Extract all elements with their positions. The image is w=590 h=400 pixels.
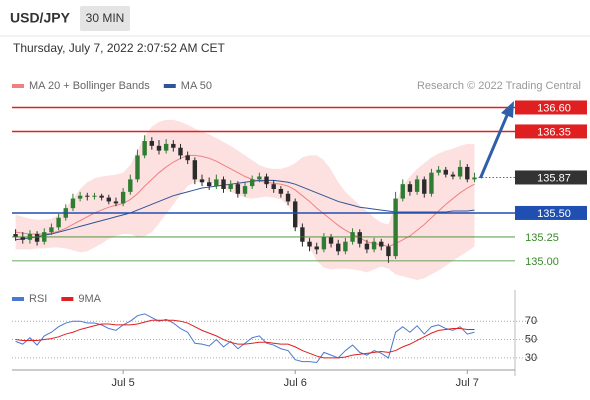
level-label: 135.87 — [537, 172, 571, 184]
candle-body — [257, 176, 262, 180]
legend-swatch — [61, 297, 74, 301]
y-tick-label: 30 — [525, 352, 537, 364]
candle-body — [336, 243, 341, 252]
candle-body — [171, 143, 176, 148]
candle-body — [314, 246, 319, 250]
candle-body — [92, 195, 97, 197]
candle-body — [85, 195, 90, 197]
candle-body — [264, 176, 269, 185]
level-label: 136.60 — [537, 102, 571, 114]
source: Research © 2022 Trading Central — [417, 80, 581, 92]
level-box — [515, 205, 587, 220]
legend-label: MA 20 + Bollinger Bands — [29, 80, 150, 92]
x-tick-label: Jul 7 — [456, 377, 479, 389]
candle-body — [364, 243, 370, 250]
candle-body — [135, 155, 140, 180]
legend-label: MA 50 — [181, 80, 212, 92]
candle-body — [450, 174, 456, 177]
candle-body — [271, 184, 276, 189]
level-label: 136.35 — [537, 126, 571, 138]
candle-body — [106, 197, 111, 202]
candle-body — [228, 184, 233, 189]
candle-body — [393, 198, 398, 257]
candle-body — [113, 201, 119, 204]
indicator-line — [15, 313, 475, 364]
candle-body — [192, 160, 198, 180]
candle-body — [278, 188, 284, 194]
arrow-head — [501, 101, 514, 118]
candle-body — [379, 241, 384, 247]
timeframe[interactable]: 30 MIN — [86, 11, 125, 25]
candle-body — [472, 177, 477, 180]
candle-body — [457, 166, 463, 177]
x-tick-label: Jul 5 — [112, 377, 135, 389]
candle-body — [429, 172, 434, 194]
candle-body — [49, 227, 54, 233]
candle-body — [285, 193, 291, 202]
candle-body — [20, 236, 25, 240]
x-tick-label: Jul 6 — [284, 377, 307, 389]
legend-label: RSI — [29, 293, 47, 305]
y-tick-label: 50 — [525, 333, 537, 345]
candle-body — [465, 166, 470, 180]
candle-body — [128, 179, 133, 192]
candle-body — [235, 184, 241, 194]
candle-body — [249, 179, 255, 187]
candle-body — [321, 236, 327, 250]
level-box — [515, 124, 587, 139]
candle-body — [357, 232, 362, 244]
candle-body — [343, 241, 348, 252]
candle-body — [371, 241, 377, 250]
timeframe-box[interactable] — [80, 6, 130, 31]
candle-body — [185, 155, 190, 161]
y-tick-label: 70 — [525, 315, 537, 327]
candle-body — [214, 179, 219, 187]
candle-body — [400, 184, 405, 199]
candle-body — [443, 169, 448, 175]
candle-body — [293, 201, 298, 228]
candle-body — [414, 179, 420, 192]
candle-body — [242, 186, 248, 194]
candle-body — [34, 234, 40, 242]
level-box — [515, 100, 587, 115]
candle-body — [77, 195, 83, 199]
legend-label: 9MA — [78, 293, 101, 305]
candle-body — [436, 169, 441, 173]
candle-body — [221, 179, 226, 189]
candle-body — [300, 227, 305, 242]
candle-body — [163, 143, 169, 151]
candle-body — [307, 241, 312, 247]
candle-body — [13, 234, 18, 237]
candle-body — [199, 179, 205, 183]
candle-body — [407, 184, 413, 192]
candle-body — [386, 246, 391, 257]
candle-body — [422, 179, 427, 194]
candle-body — [328, 236, 334, 244]
level-label: 135.00 — [525, 256, 559, 268]
legend-swatch — [12, 84, 24, 88]
chart-title: USD/JPY — [10, 10, 71, 26]
candle-body — [99, 195, 104, 198]
projection-arrow — [479, 112, 510, 179]
level-box — [515, 170, 587, 185]
moving-average — [15, 154, 475, 248]
candle-body — [70, 198, 76, 209]
legend-swatch — [12, 297, 24, 301]
candle-body — [120, 191, 126, 204]
level-label: 135.50 — [537, 208, 571, 220]
indicator-line — [15, 319, 475, 359]
candle-body — [178, 147, 183, 156]
candle-body — [156, 145, 162, 151]
level-label: 135.25 — [525, 232, 559, 244]
candle-body — [142, 141, 147, 156]
candle-body — [206, 182, 212, 187]
candle-body — [56, 217, 61, 228]
subtitle: Thursday, July 7, 2022 2:07:52 AM CET — [13, 41, 226, 55]
candle-body — [149, 141, 155, 146]
legend-swatch — [163, 84, 176, 88]
